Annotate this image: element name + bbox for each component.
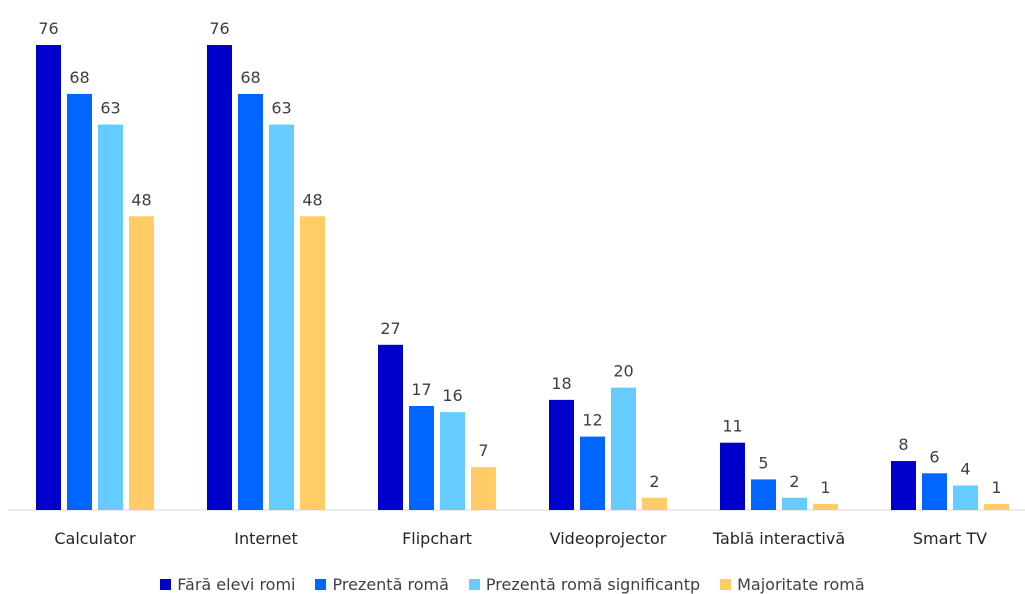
category-label: Smart TV [913,529,987,548]
bar [207,45,232,510]
bar [580,436,605,510]
data-label: 16 [442,386,462,405]
data-label: 63 [271,99,291,118]
legend-label: Majoritate romă [737,575,865,594]
category-label: Flipchart [402,529,472,548]
data-label: 12 [582,411,602,430]
bar [471,467,496,510]
data-label: 1 [820,478,830,497]
legend-label: Prezentă romă [332,575,449,594]
data-label: 8 [898,435,908,454]
data-label: 48 [131,190,151,209]
bar [269,124,294,510]
data-label: 2 [789,472,799,491]
legend-item-series-1: Prezentă romă [315,575,449,594]
data-label: 48 [302,190,322,209]
data-label: 2 [649,472,659,491]
bar [129,216,154,510]
bar [238,93,263,511]
bar [720,442,745,510]
legend-swatch [720,579,732,590]
bar [642,497,667,510]
category-label: Internet [234,529,298,548]
data-label: 76 [38,19,58,38]
legend-label: Prezentă romă significantp [485,575,701,594]
bar [549,399,574,510]
bar [409,405,434,510]
data-label: 7 [478,441,488,460]
category-label: Tablă interactivă [712,529,845,548]
legend-item-series-2: Prezentă romă significantp [468,575,701,594]
bar [813,503,838,510]
category-label: Videoprojector [550,529,667,548]
bar [440,412,465,510]
legend-swatch [160,579,172,590]
data-label: 76 [209,19,229,38]
data-label: 18 [551,374,571,393]
legend-swatch [315,579,327,590]
bar [953,485,978,510]
data-label: 1 [991,478,1001,497]
data-label: 5 [758,453,768,472]
category-labels-group: Calculator Internet Flipchart Videoprojecto… [54,529,987,548]
data-label: 68 [240,68,260,87]
legend-item-series-0: Fără elevi romi [160,575,295,594]
bar [36,45,61,510]
bar [891,461,916,510]
bars-group [36,45,1009,511]
bar [922,473,947,510]
bar [782,497,807,510]
bar [378,344,403,510]
legend: Fără elevi romi Prezentă romă Prezentă r… [0,575,1025,594]
bar [751,479,776,510]
bar [98,124,123,510]
data-label: 17 [411,380,431,399]
bar [67,93,92,511]
bar [611,387,636,510]
legend-swatch [468,579,480,590]
data-label: 6 [929,447,939,466]
data-label: 4 [960,460,970,479]
category-label: Calculator [54,529,136,548]
data-label: 68 [69,68,89,87]
legend-item-series-3: Majoritate romă [720,575,865,594]
legend-label: Fără elevi romi [177,575,296,594]
bar [984,503,1009,510]
bar [300,216,325,510]
data-label: 20 [613,362,633,381]
data-label: 27 [380,319,400,338]
data-label: 11 [722,417,742,436]
data-label: 63 [100,99,120,118]
